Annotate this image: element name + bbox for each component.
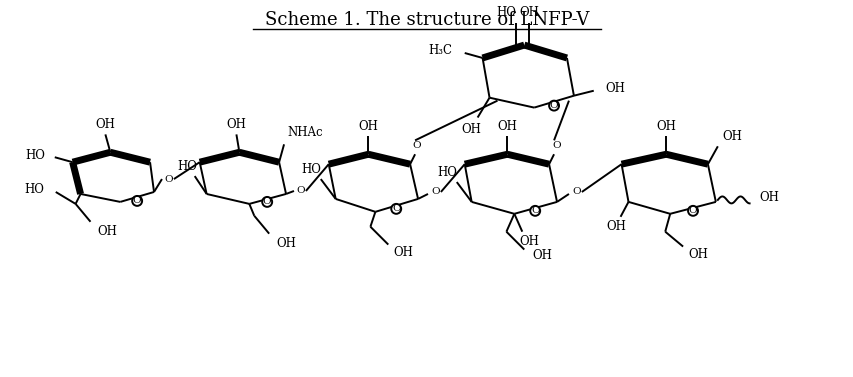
Text: OH: OH xyxy=(722,130,742,143)
Text: O: O xyxy=(572,187,581,196)
Text: O: O xyxy=(552,141,560,150)
Circle shape xyxy=(262,197,272,207)
Text: O: O xyxy=(531,206,539,215)
Text: HO: HO xyxy=(300,162,321,176)
Text: O: O xyxy=(688,206,697,215)
Text: OH: OH xyxy=(655,120,676,133)
Text: Scheme 1. The structure of LNFP-V: Scheme 1. The structure of LNFP-V xyxy=(264,11,589,29)
Text: O: O xyxy=(165,175,173,184)
Text: HO: HO xyxy=(496,6,516,19)
Text: O: O xyxy=(392,204,400,213)
Text: HO: HO xyxy=(177,160,196,173)
Text: HO: HO xyxy=(437,166,456,179)
Text: O: O xyxy=(133,196,142,205)
Text: O: O xyxy=(263,198,271,206)
Circle shape xyxy=(391,204,401,214)
Text: OH: OH xyxy=(276,237,296,250)
Text: OH: OH xyxy=(519,6,538,19)
Text: OH: OH xyxy=(392,246,413,259)
Text: OH: OH xyxy=(688,248,707,261)
Text: OH: OH xyxy=(358,120,378,133)
Text: OH: OH xyxy=(519,235,538,248)
Text: OH: OH xyxy=(96,118,115,131)
Text: OH: OH xyxy=(497,120,517,133)
Text: OH: OH xyxy=(531,249,551,262)
Text: OH: OH xyxy=(461,123,481,136)
Text: OH: OH xyxy=(605,82,624,95)
Text: O: O xyxy=(296,187,305,196)
Circle shape xyxy=(548,101,559,110)
Text: NHAc: NHAc xyxy=(287,126,322,139)
Circle shape xyxy=(132,196,142,206)
Text: HO: HO xyxy=(24,184,44,196)
Text: O: O xyxy=(549,101,558,110)
Text: O: O xyxy=(412,141,421,150)
Text: O: O xyxy=(431,187,440,196)
Text: OH: OH xyxy=(97,225,117,238)
Circle shape xyxy=(530,206,540,216)
Text: OH: OH xyxy=(606,220,626,233)
Text: OH: OH xyxy=(758,192,779,204)
Text: HO: HO xyxy=(25,149,45,162)
Text: OH: OH xyxy=(226,118,246,131)
Text: H₃C: H₃C xyxy=(428,43,452,57)
Circle shape xyxy=(688,206,697,216)
